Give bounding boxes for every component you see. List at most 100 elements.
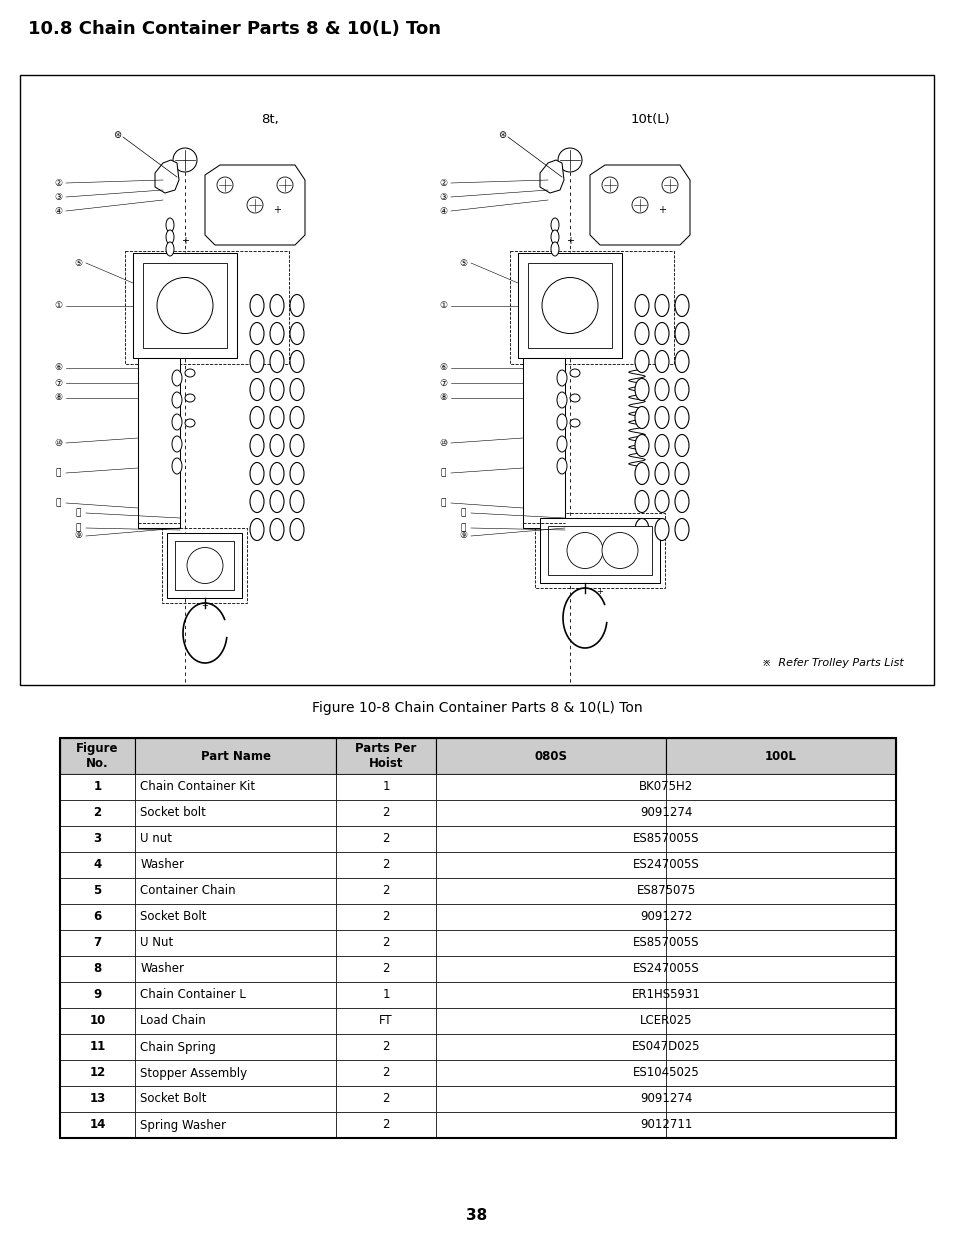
Ellipse shape (675, 378, 688, 400)
Ellipse shape (290, 322, 304, 345)
Text: ⑬: ⑬ (75, 509, 81, 517)
Text: ※  Refer Trolley Parts List: ※ Refer Trolley Parts List (761, 658, 903, 668)
Ellipse shape (557, 414, 566, 430)
Ellipse shape (675, 462, 688, 484)
Bar (335, 1034, 436, 1060)
Bar (135, 956, 335, 982)
Text: ③: ③ (438, 193, 447, 201)
Circle shape (566, 532, 602, 568)
Text: ⑭: ⑭ (460, 524, 465, 532)
Text: +: + (201, 601, 208, 610)
Bar (135, 1034, 335, 1060)
Bar (175, 541, 234, 590)
Text: 10t(L): 10t(L) (630, 112, 669, 126)
Bar (436, 1008, 665, 1034)
Ellipse shape (172, 414, 182, 430)
Bar (60, 774, 135, 800)
Text: +: + (658, 205, 665, 215)
Bar (168, 534, 242, 598)
Text: ⊛: ⊛ (497, 130, 505, 140)
Ellipse shape (551, 230, 558, 245)
Bar (539, 517, 659, 583)
Bar (335, 930, 436, 956)
Bar (60, 878, 135, 904)
Text: 2: 2 (382, 1067, 390, 1079)
Ellipse shape (675, 406, 688, 429)
Text: ES247005S: ES247005S (632, 962, 699, 976)
Text: ⑨: ⑨ (458, 531, 467, 541)
Bar (60, 852, 135, 878)
Ellipse shape (635, 519, 648, 541)
Ellipse shape (250, 378, 264, 400)
Bar (665, 956, 895, 982)
Ellipse shape (270, 322, 284, 345)
Bar (665, 800, 895, 826)
Ellipse shape (185, 394, 194, 403)
Text: LCER025: LCER025 (639, 1014, 692, 1028)
Text: Socket Bolt: Socket Bolt (140, 1093, 207, 1105)
Bar (135, 826, 335, 852)
Text: Socket bolt: Socket bolt (140, 806, 206, 820)
Text: ②: ② (438, 179, 447, 188)
Bar (135, 800, 335, 826)
Text: 4: 4 (93, 858, 102, 872)
Text: 9091272: 9091272 (639, 910, 692, 924)
Bar (60, 739, 895, 1137)
Ellipse shape (635, 378, 648, 400)
Bar (527, 263, 612, 348)
Ellipse shape (172, 436, 182, 452)
Text: 14: 14 (90, 1119, 106, 1131)
Text: Part Name: Part Name (200, 750, 271, 762)
Text: 7: 7 (93, 936, 102, 950)
Bar (60, 1112, 135, 1137)
Text: Washer: Washer (140, 962, 184, 976)
Ellipse shape (675, 351, 688, 373)
Bar (135, 878, 335, 904)
Polygon shape (205, 165, 305, 245)
Text: ⑨: ⑨ (74, 531, 82, 541)
Text: 2: 2 (382, 936, 390, 950)
Ellipse shape (675, 519, 688, 541)
Text: ④: ④ (438, 206, 447, 215)
Bar (665, 774, 895, 800)
Circle shape (601, 532, 638, 568)
Ellipse shape (270, 435, 284, 457)
Bar (162, 529, 247, 603)
Bar (436, 852, 665, 878)
Text: ⑦: ⑦ (54, 378, 62, 388)
Ellipse shape (172, 458, 182, 474)
Bar (135, 904, 335, 930)
Bar (135, 1086, 335, 1112)
Text: 9091274: 9091274 (639, 1093, 692, 1105)
Ellipse shape (250, 462, 264, 484)
Text: 11: 11 (90, 1041, 106, 1053)
Bar (60, 1034, 135, 1060)
Text: 1: 1 (382, 781, 390, 794)
Ellipse shape (569, 419, 579, 427)
Ellipse shape (270, 406, 284, 429)
Text: ES857005S: ES857005S (632, 936, 699, 950)
Text: ③: ③ (54, 193, 62, 201)
Bar (125, 251, 289, 364)
Bar (135, 982, 335, 1008)
Text: Parts Per
Hoist: Parts Per Hoist (355, 742, 416, 769)
Bar (665, 852, 895, 878)
Bar (335, 904, 436, 930)
Bar (436, 739, 665, 774)
Text: ⑪: ⑪ (55, 468, 61, 478)
Bar (665, 1112, 895, 1137)
Bar (335, 739, 436, 774)
Ellipse shape (250, 351, 264, 373)
Bar (436, 826, 665, 852)
Text: ⑩: ⑩ (438, 438, 447, 447)
Bar (436, 904, 665, 930)
Text: 2: 2 (382, 832, 390, 846)
Text: 080S: 080S (534, 750, 567, 762)
Circle shape (276, 177, 293, 193)
Ellipse shape (290, 435, 304, 457)
Bar (335, 1112, 436, 1137)
Ellipse shape (557, 458, 566, 474)
Ellipse shape (635, 490, 648, 513)
Bar (132, 253, 236, 358)
Ellipse shape (635, 406, 648, 429)
